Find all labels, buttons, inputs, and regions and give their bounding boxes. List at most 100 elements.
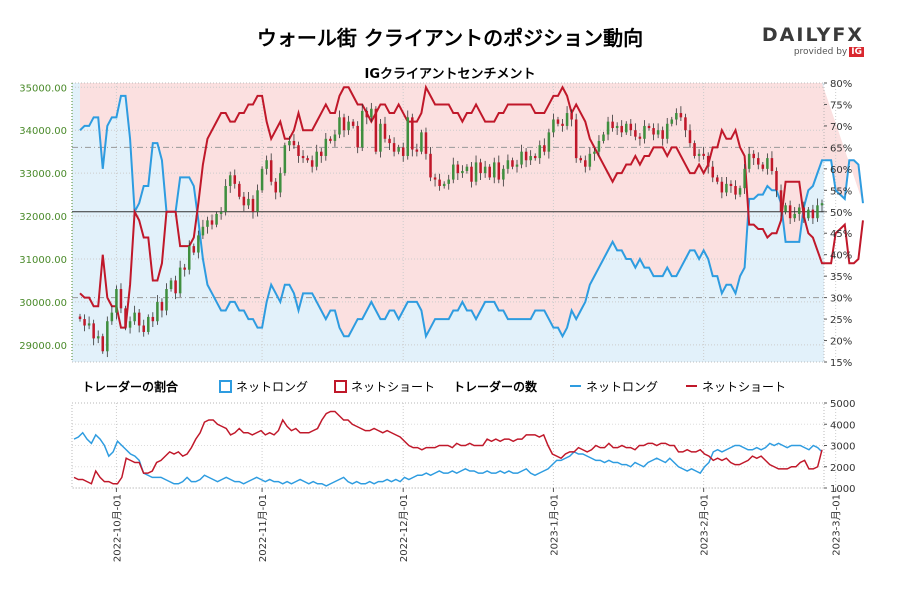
net-long-count-line	[73, 431, 823, 487]
legend-count-long-label: ネットロング	[586, 380, 658, 394]
candle-body	[356, 125, 359, 148]
legend-ratio-short-label: ネットショート	[351, 380, 435, 394]
candle-body	[442, 183, 446, 187]
candle-body	[820, 203, 824, 206]
candle-body	[283, 145, 287, 174]
candle-body	[492, 162, 496, 178]
candle-body	[92, 323, 95, 339]
legend-ratio-long-swatch	[219, 380, 232, 393]
candle-body	[260, 168, 264, 191]
candle-body	[83, 319, 86, 326]
candle-body	[661, 130, 664, 139]
left-tick-label: 30000.00	[19, 298, 67, 309]
candle-body	[206, 220, 209, 227]
candle-body	[688, 130, 692, 144]
candle-body	[265, 160, 268, 169]
candle-body	[374, 108, 378, 152]
candle-body	[288, 140, 291, 146]
candle-body	[816, 205, 819, 219]
candle-body	[101, 336, 105, 352]
candle-body	[233, 175, 237, 184]
candle-body	[511, 160, 514, 167]
candle-body	[438, 179, 441, 187]
candle-body	[365, 110, 369, 118]
candle-body	[788, 205, 792, 219]
candle-body	[725, 183, 728, 193]
legend-ratio-short-swatch	[334, 380, 347, 393]
sub-right-tick-label: 2000	[830, 463, 855, 474]
candle-body	[411, 117, 414, 150]
candle-body	[502, 168, 505, 180]
candle-body	[201, 226, 205, 236]
candle-body	[684, 117, 687, 131]
candle-body	[665, 123, 669, 139]
candle-body	[110, 312, 114, 322]
candle-body	[533, 155, 537, 159]
candle-body	[461, 170, 464, 174]
net-short-ratio-line	[79, 84, 864, 329]
candle-body	[151, 316, 155, 322]
x-tick-label: 2023-3月-01	[831, 494, 843, 556]
candle-body	[456, 164, 460, 174]
main-plot-frame	[71, 82, 825, 363]
candle-body	[556, 119, 560, 124]
candle-body	[697, 153, 701, 156]
candle-body	[192, 246, 196, 253]
candle-body	[561, 123, 564, 126]
candle-body	[324, 138, 328, 156]
candle-body	[766, 158, 769, 169]
candle-body	[429, 153, 432, 178]
candle-body	[274, 181, 278, 193]
candle-body	[452, 164, 455, 180]
x-tick-label: 2023-1月-01	[548, 494, 560, 556]
x-tick-label: 2022-12月-01	[398, 494, 410, 562]
candle-body	[784, 205, 787, 212]
right-tick-label: 55%	[830, 186, 852, 197]
candle-body	[351, 121, 355, 126]
candle-body	[360, 110, 364, 148]
candle-body	[620, 125, 623, 133]
right-tick-label: 75%	[830, 100, 852, 111]
candle-body	[370, 108, 373, 118]
candle-body	[310, 160, 314, 167]
candle-body	[565, 113, 569, 126]
sub-axes: 5000 4000 3000 2000 1000	[71, 399, 855, 495]
candle-body	[433, 177, 437, 180]
candle-body	[638, 136, 642, 139]
count-lines	[73, 410, 823, 487]
logo-provided-by: provided by IG	[762, 47, 864, 57]
candle-body	[524, 151, 528, 161]
candle-body	[529, 155, 532, 161]
candle-body	[115, 289, 118, 313]
x-axis: 2022-10月-01 2022-11月-01 2022-12月-01 2023-1月…	[111, 488, 843, 562]
sub-right-tick-label: 1000	[830, 484, 855, 495]
right-tick-label: 35%	[830, 272, 852, 283]
net-long-ratio-line	[79, 94, 864, 340]
candle-body	[629, 123, 633, 131]
candle-body	[251, 198, 255, 212]
candle-body	[802, 207, 806, 219]
candle-body	[197, 235, 200, 253]
candle-body	[242, 196, 246, 206]
short-fill-area	[80, 83, 863, 337]
candle-body	[643, 125, 646, 139]
right-tick-label: 50%	[830, 208, 852, 219]
candle-body	[228, 175, 232, 187]
candle-body	[329, 138, 332, 141]
candle-body	[488, 166, 491, 178]
logo-wordmark: DAILYFX	[762, 24, 864, 46]
candle-body	[465, 166, 469, 171]
right-tick-label: 25%	[830, 315, 852, 326]
candle-body	[520, 151, 523, 165]
candle-body	[752, 153, 755, 159]
candle-body	[647, 125, 651, 129]
candle-body	[87, 323, 91, 326]
logo-provided-by-text: provided by	[793, 47, 848, 57]
candle-body	[515, 164, 519, 167]
candle-body	[716, 177, 719, 182]
candle-body	[96, 336, 100, 339]
candle-body	[738, 188, 742, 195]
candle-body	[720, 181, 724, 193]
